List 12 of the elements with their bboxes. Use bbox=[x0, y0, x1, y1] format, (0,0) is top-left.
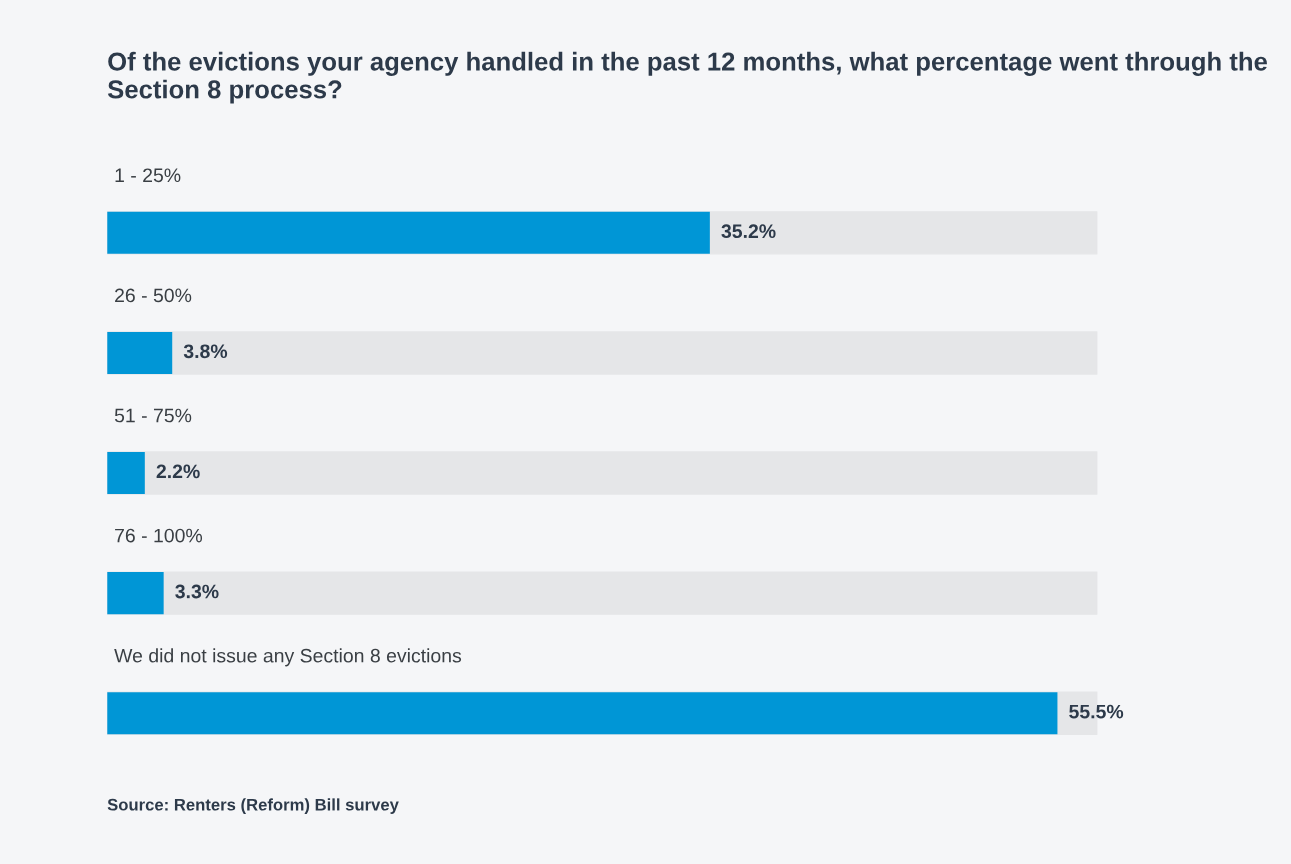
y-tick-label: 51 - 75% bbox=[114, 408, 192, 423]
y-tick-label: 1 - 25% bbox=[115, 168, 181, 183]
y-tick-label: We did not issue any Section 8 evictions bbox=[114, 648, 462, 667]
source-note: Source: Renters (Reform) Bill survey bbox=[107, 798, 399, 814]
y-tick-label: 76 - 100% bbox=[115, 528, 203, 543]
data-label: 2.2% bbox=[156, 464, 200, 479]
data-label: 35.2% bbox=[721, 224, 776, 239]
chart-title: Of the evictions your agency handled in the past 12 months, what percentage went through the Section 8 process? bbox=[107, 51, 1267, 104]
y-tick-label: 26 - 50% bbox=[115, 288, 192, 303]
data-label: 55.5% bbox=[1069, 704, 1124, 719]
data-label: 3.3% bbox=[175, 584, 219, 599]
data-label: 3.8% bbox=[183, 344, 228, 359]
